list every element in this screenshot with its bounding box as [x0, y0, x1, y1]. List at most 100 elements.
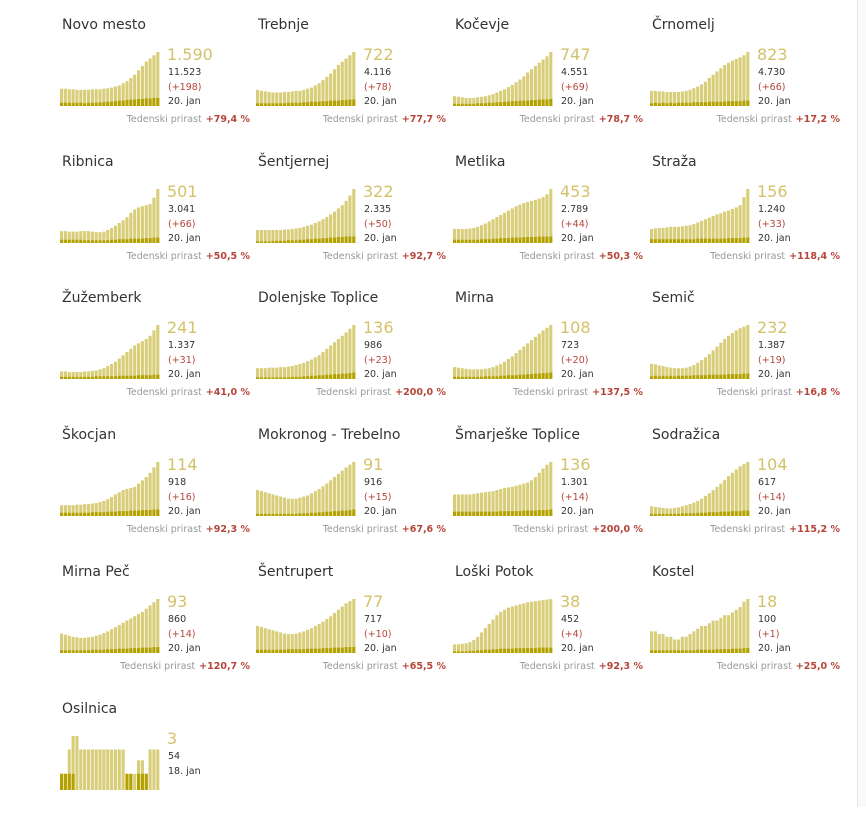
new-cases-value: (+4)	[561, 629, 583, 640]
bar-new	[673, 239, 677, 243]
bar-new	[140, 773, 144, 790]
bar-new	[657, 239, 661, 243]
municipality-card: Črnomelj 823 4.730 (+66) 20. jan Tedenski pri…	[650, 0, 840, 130]
bar-new	[715, 649, 719, 653]
bar-active	[506, 487, 510, 516]
municipality-card: Loški Potok 38 452 (+4) 20. jan Tedenski prir…	[453, 547, 643, 677]
bar-active	[696, 86, 700, 106]
bar-new	[653, 375, 657, 379]
bar-new	[499, 375, 503, 379]
municipality-name: Semič	[652, 290, 695, 306]
bar-active	[514, 82, 518, 106]
bar-active	[125, 217, 129, 243]
sparkline-chart	[256, 599, 356, 653]
bar-active	[340, 606, 344, 653]
bar-active	[60, 371, 64, 379]
bar-active	[67, 371, 71, 379]
bar-new	[137, 238, 141, 243]
bar-new	[113, 101, 117, 106]
active-cases-value: 108	[560, 318, 591, 337]
bar-active	[263, 492, 267, 516]
bar-new	[476, 103, 480, 106]
bar-new	[692, 650, 696, 653]
bar-active	[506, 87, 510, 106]
bar-active	[348, 464, 352, 516]
bar-active	[526, 201, 530, 243]
bar-active	[537, 198, 541, 243]
bar-new	[79, 102, 83, 106]
bar-active	[487, 491, 491, 516]
bar-active	[344, 603, 348, 653]
bar-new	[133, 238, 137, 243]
bar-active	[279, 230, 283, 243]
weekly-growth-value: +78,7 %	[598, 114, 643, 125]
weekly-growth-value: +17,2 %	[795, 114, 840, 125]
bar-new	[259, 103, 263, 106]
bar-new	[476, 239, 480, 243]
new-cases-value: (+1)	[758, 629, 780, 640]
sparkline-chart	[650, 52, 750, 106]
bar-new	[545, 99, 549, 106]
bar-active	[256, 490, 260, 516]
bar-active	[742, 197, 746, 243]
bar-new	[483, 239, 487, 243]
bar-new	[719, 374, 723, 379]
bar-new	[133, 99, 137, 106]
sparkline-chart	[650, 599, 750, 653]
bar-active	[661, 91, 665, 106]
bar-new	[329, 648, 333, 653]
bar-active	[711, 490, 715, 516]
bar-new	[83, 512, 87, 516]
bar-active	[541, 468, 545, 516]
bar-new	[499, 648, 503, 653]
bar-active	[60, 231, 64, 243]
bar-active	[700, 220, 704, 243]
bar-active	[541, 330, 545, 379]
bar-active	[673, 368, 677, 379]
weekly-growth: Tedenski prirast +77,7 %	[323, 114, 446, 125]
sparkline-chart	[60, 325, 160, 379]
bar-active	[329, 73, 333, 106]
bar-new	[259, 377, 263, 379]
bar-active	[549, 462, 553, 516]
bar-active	[336, 473, 340, 516]
bar-new	[271, 240, 275, 243]
bar-new	[298, 102, 302, 106]
bar-new	[140, 375, 144, 379]
bar-new	[110, 239, 114, 243]
scrollbar-track[interactable]	[857, 0, 866, 807]
bar-new	[348, 647, 352, 653]
bar-new	[688, 102, 692, 106]
bar-new	[510, 511, 514, 516]
bar-new	[309, 239, 313, 243]
bar-active	[333, 477, 337, 516]
date-label: 20. jan	[168, 233, 201, 244]
bar-new	[279, 240, 283, 243]
bar-active	[60, 505, 64, 516]
bar-active	[526, 482, 530, 516]
bar-new	[294, 649, 298, 653]
bar-new	[317, 375, 321, 379]
weekly-growth: Tedenski prirast +200,0 %	[513, 524, 643, 535]
bar-active	[472, 640, 476, 653]
active-cases-value: 38	[560, 592, 581, 611]
bar-active	[673, 639, 677, 653]
bar-new	[650, 239, 654, 243]
bar-active	[545, 56, 549, 106]
weekly-growth-value: +50,5 %	[205, 251, 250, 262]
bar-new	[487, 102, 491, 106]
date-label: 20. jan	[364, 643, 397, 654]
bar-new	[302, 102, 306, 106]
bar-active	[144, 339, 148, 379]
bar-active	[730, 333, 734, 379]
bar-active	[727, 335, 731, 379]
bar-active	[282, 367, 287, 379]
bar-active	[133, 486, 137, 516]
bar-new	[472, 650, 476, 653]
bar-active	[309, 224, 313, 243]
bar-new	[719, 511, 723, 516]
new-cases-value: (+44)	[561, 219, 589, 230]
bar-active	[137, 207, 141, 243]
bar-active	[309, 359, 313, 379]
